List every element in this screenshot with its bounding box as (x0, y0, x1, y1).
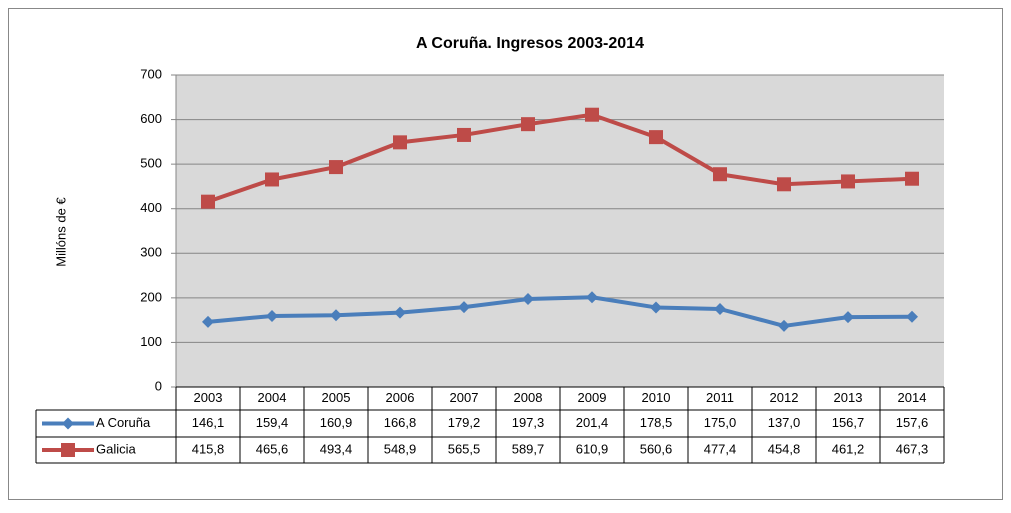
marker (778, 319, 790, 332)
data-table-value: 477,4 (704, 441, 737, 456)
data-table-value: 166,8 (384, 415, 417, 430)
x-tick-label: 2003 (194, 390, 223, 405)
legend-marker (61, 443, 75, 457)
x-tick-label: 2008 (514, 390, 543, 405)
x-tick-label: 2007 (450, 390, 479, 405)
data-table-value: 589,7 (512, 441, 545, 456)
data-table-value: 156,7 (832, 415, 865, 430)
data-table-value: 465,6 (256, 441, 289, 456)
series-line (207, 112, 913, 204)
x-tick-label: 2014 (898, 390, 927, 405)
marker (650, 301, 662, 314)
x-tick-label: 2006 (386, 390, 415, 405)
data-table-value: 548,9 (384, 441, 417, 456)
legend-marker (62, 417, 74, 430)
x-tick-label: 2011 (706, 390, 734, 405)
chart-title: A Coruña. Ingresos 2003-2014 (416, 35, 644, 52)
marker (521, 117, 535, 132)
x-tick-label: 2012 (770, 390, 799, 405)
y-axis-label: Millóns de € (53, 197, 68, 267)
marker (714, 303, 726, 315)
marker (905, 171, 919, 186)
data-table-value: 415,8 (192, 441, 225, 456)
data-table-value: 137,0 (768, 415, 801, 430)
marker (458, 301, 470, 314)
marker (457, 127, 471, 142)
data-table-value: 565,5 (448, 441, 481, 456)
data-table-value: 179,2 (448, 415, 481, 430)
data-table-value: 160,9 (320, 415, 353, 430)
marker (266, 309, 278, 322)
marker (585, 107, 599, 122)
data-table-value: 610,9 (576, 441, 609, 456)
marker (201, 194, 215, 209)
y-tick-label: 0 (155, 378, 162, 393)
data-table-value: 493,4 (320, 441, 353, 456)
marker (522, 293, 534, 306)
marker (393, 135, 407, 150)
y-tick-label: 700 (140, 66, 162, 81)
marker (265, 172, 279, 187)
x-tick-label: 2010 (642, 390, 671, 405)
x-tick-label: 2013 (834, 390, 863, 405)
data-table-value: 560,6 (640, 441, 673, 456)
marker (841, 174, 855, 189)
y-tick-label: 200 (140, 289, 162, 304)
x-tick-label: 2005 (322, 390, 351, 405)
marker (713, 167, 727, 182)
marker (329, 160, 343, 175)
data-table-value: 467,3 (896, 441, 929, 456)
marker (906, 310, 918, 323)
marker (330, 309, 342, 322)
marker (842, 311, 854, 324)
marker (649, 130, 663, 145)
marker (394, 306, 406, 319)
data-table-value: 197,3 (512, 415, 545, 430)
marker (777, 177, 791, 192)
data-table-value: 159,4 (256, 415, 289, 430)
data-table-value: 454,8 (768, 441, 801, 456)
legend-label: Galicia (96, 441, 137, 456)
x-tick-label: 2004 (258, 390, 287, 405)
y-tick-label: 100 (140, 334, 162, 349)
y-tick-label: 300 (140, 245, 162, 260)
marker (586, 291, 598, 304)
plot-area (176, 75, 944, 387)
y-tick-label: 600 (140, 111, 162, 126)
y-tick-label: 400 (140, 200, 162, 215)
y-tick-label: 500 (140, 156, 162, 171)
data-table-value: 178,5 (640, 415, 673, 430)
data-table-value: 146,1 (192, 415, 225, 430)
data-table-value: 461,2 (832, 441, 865, 456)
x-tick-label: 2009 (578, 390, 607, 405)
data-table-value: 175,0 (704, 415, 737, 430)
data-table-value: 201,4 (576, 415, 609, 430)
series-line (207, 295, 913, 328)
legend-label: A Coruña (96, 415, 151, 430)
marker (202, 315, 214, 328)
data-table-value: 157,6 (896, 415, 929, 430)
